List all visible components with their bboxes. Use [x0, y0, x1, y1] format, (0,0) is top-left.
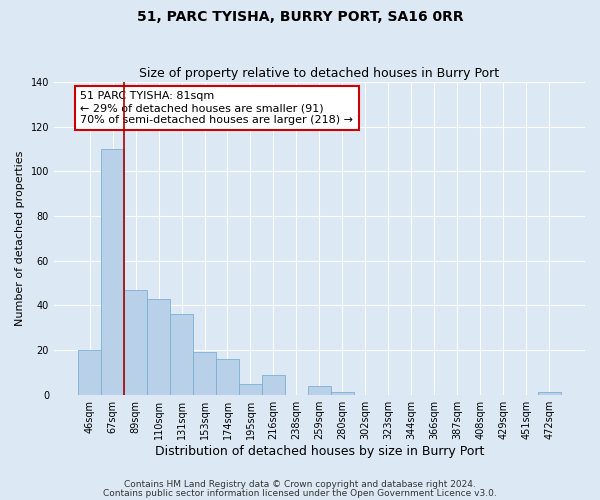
Bar — [216, 359, 239, 394]
Bar — [101, 149, 124, 394]
Text: Contains public sector information licensed under the Open Government Licence v3: Contains public sector information licen… — [103, 488, 497, 498]
Bar — [308, 386, 331, 394]
Bar — [147, 298, 170, 394]
Bar — [124, 290, 147, 395]
Y-axis label: Number of detached properties: Number of detached properties — [15, 150, 25, 326]
Bar — [170, 314, 193, 394]
Bar — [262, 374, 285, 394]
Bar — [538, 392, 561, 394]
Text: 51 PARC TYISHA: 81sqm
← 29% of detached houses are smaller (91)
70% of semi-deta: 51 PARC TYISHA: 81sqm ← 29% of detached … — [80, 92, 353, 124]
Bar — [193, 352, 216, 395]
Title: Size of property relative to detached houses in Burry Port: Size of property relative to detached ho… — [139, 66, 500, 80]
Bar — [239, 384, 262, 394]
Text: Contains HM Land Registry data © Crown copyright and database right 2024.: Contains HM Land Registry data © Crown c… — [124, 480, 476, 489]
Text: 51, PARC TYISHA, BURRY PORT, SA16 0RR: 51, PARC TYISHA, BURRY PORT, SA16 0RR — [137, 10, 463, 24]
Bar — [78, 350, 101, 395]
Bar — [331, 392, 354, 394]
X-axis label: Distribution of detached houses by size in Burry Port: Distribution of detached houses by size … — [155, 444, 484, 458]
